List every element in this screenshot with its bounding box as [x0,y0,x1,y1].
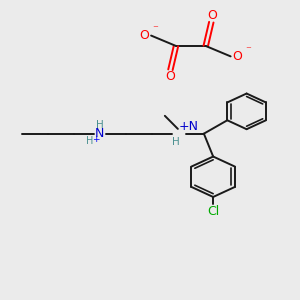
Text: O: O [207,9,217,22]
Text: O: O [165,70,175,83]
Text: ⁻: ⁻ [245,45,250,56]
Text: H: H [86,136,93,146]
Text: H: H [172,137,180,147]
Text: O: O [140,29,149,42]
Text: +: + [92,135,99,144]
Text: +N: +N [178,120,198,133]
Text: H: H [96,120,104,130]
Text: N: N [95,127,104,140]
Text: ⁻: ⁻ [153,24,158,34]
Text: O: O [232,50,242,63]
Text: Cl: Cl [207,205,219,218]
